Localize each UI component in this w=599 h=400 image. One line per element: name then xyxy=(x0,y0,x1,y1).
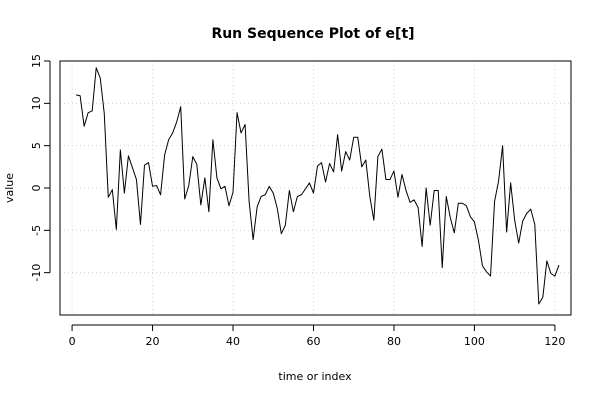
x-axis-title: time or index xyxy=(278,370,352,383)
y-tick-label: 10 xyxy=(30,96,43,110)
axes: 0 20 40 60 80 100 120 -10 -5 0 5 10 15 xyxy=(30,54,565,348)
x-tick-label: 100 xyxy=(464,335,485,348)
y-tick-label: -10 xyxy=(30,264,43,282)
grid xyxy=(60,60,571,315)
plot-frame xyxy=(59,60,572,316)
x-tick-label: 20 xyxy=(146,335,160,348)
x-tick-label: 40 xyxy=(226,335,240,348)
chart-title: Run Sequence Plot of e[t] xyxy=(211,26,414,42)
x-tick-label: 80 xyxy=(387,335,401,348)
series-layer xyxy=(75,67,560,305)
y-tick-label: 5 xyxy=(30,142,43,149)
y-tick-label: 15 xyxy=(30,54,43,68)
x-tick-label: 120 xyxy=(544,335,565,348)
series-line xyxy=(75,67,560,305)
y-tick-label: -5 xyxy=(30,225,43,236)
y-tick-label: 0 xyxy=(30,185,43,192)
x-tick-label: 60 xyxy=(306,335,320,348)
y-axis-title: value xyxy=(3,173,16,203)
x-tick-label: 0 xyxy=(69,335,76,348)
